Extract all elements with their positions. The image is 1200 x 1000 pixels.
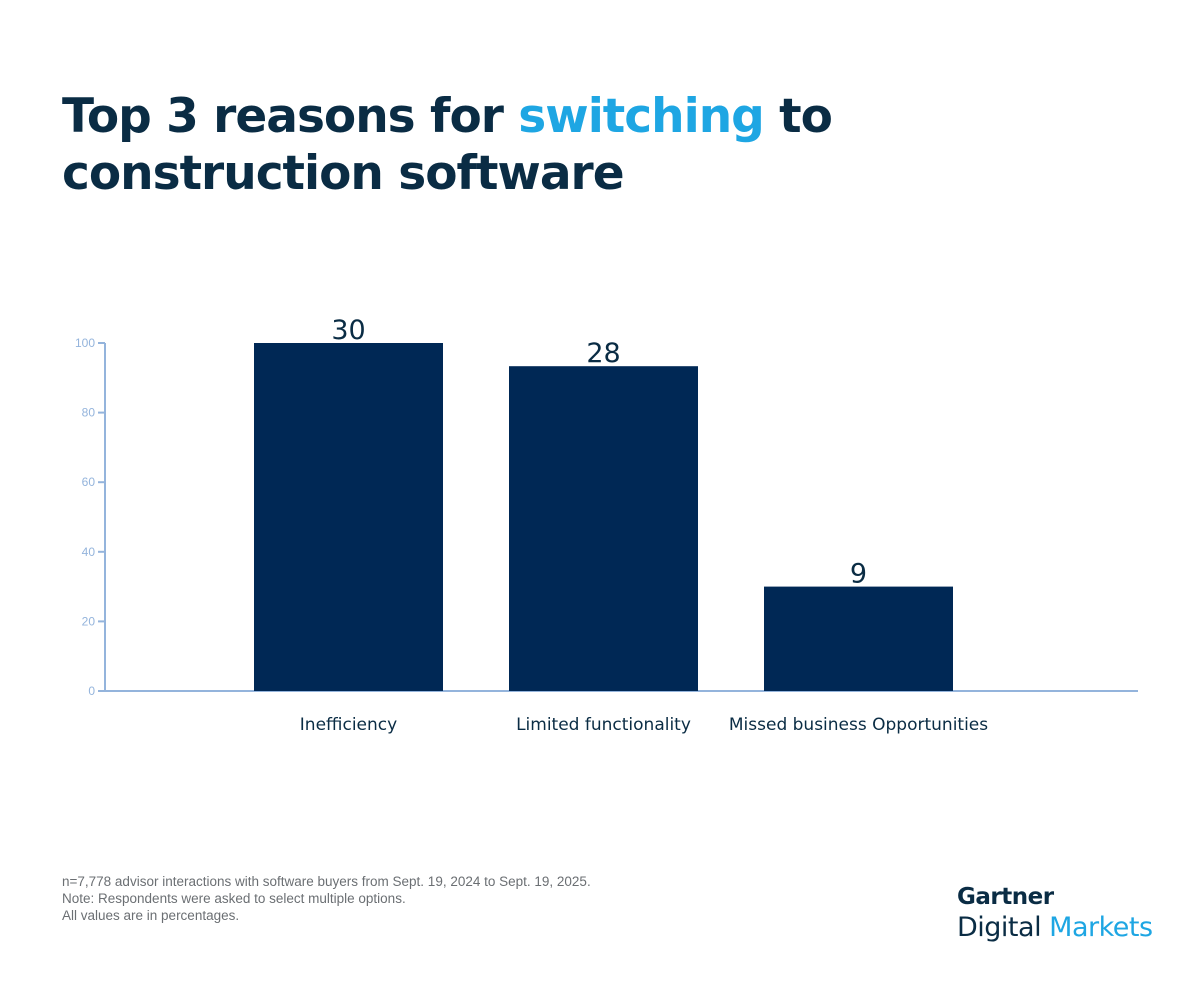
y-tick-label: 60 xyxy=(82,475,96,489)
footnote-sample: n=7,778 advisor interactions with softwa… xyxy=(62,874,591,889)
chart-title: Top 3 reasons for switching to construct… xyxy=(62,88,1162,202)
gartner-digital-markets-logo: Gartner Digital Markets xyxy=(957,884,1153,943)
title-text-end: to construction software xyxy=(62,89,833,201)
footnote-note: Note: Respondents were asked to select m… xyxy=(62,891,406,906)
y-tick-label: 80 xyxy=(82,406,96,420)
y-tick-label: 20 xyxy=(82,614,96,628)
logo-digital-markets: Digital Markets xyxy=(957,912,1153,943)
x-tick-label: Missed business Opportunities xyxy=(729,715,988,735)
data-label: 30 xyxy=(331,315,365,346)
bar-2 xyxy=(509,366,698,691)
footnote-units: All values are in percentages. xyxy=(62,908,240,923)
logo-digital: Digital xyxy=(957,912,1042,943)
data-label: 28 xyxy=(586,338,620,369)
title-text: Top 3 reasons for xyxy=(62,89,519,144)
x-tick-label: Inefficiency xyxy=(300,715,397,735)
y-tick-label: 0 xyxy=(88,684,95,698)
bar-1 xyxy=(254,343,443,691)
y-tick-label: 40 xyxy=(82,545,96,559)
logo-markets: Markets xyxy=(1049,912,1153,943)
bar-3 xyxy=(764,586,953,691)
logo-gartner: Gartner xyxy=(957,884,1054,910)
title-highlight: switching xyxy=(518,89,765,144)
data-label: 9 xyxy=(850,559,867,590)
footnotes: n=7,778 advisor interactions with softwa… xyxy=(62,873,591,924)
x-tick-label: Limited functionality xyxy=(516,715,691,735)
y-tick-label: 100 xyxy=(75,336,95,350)
